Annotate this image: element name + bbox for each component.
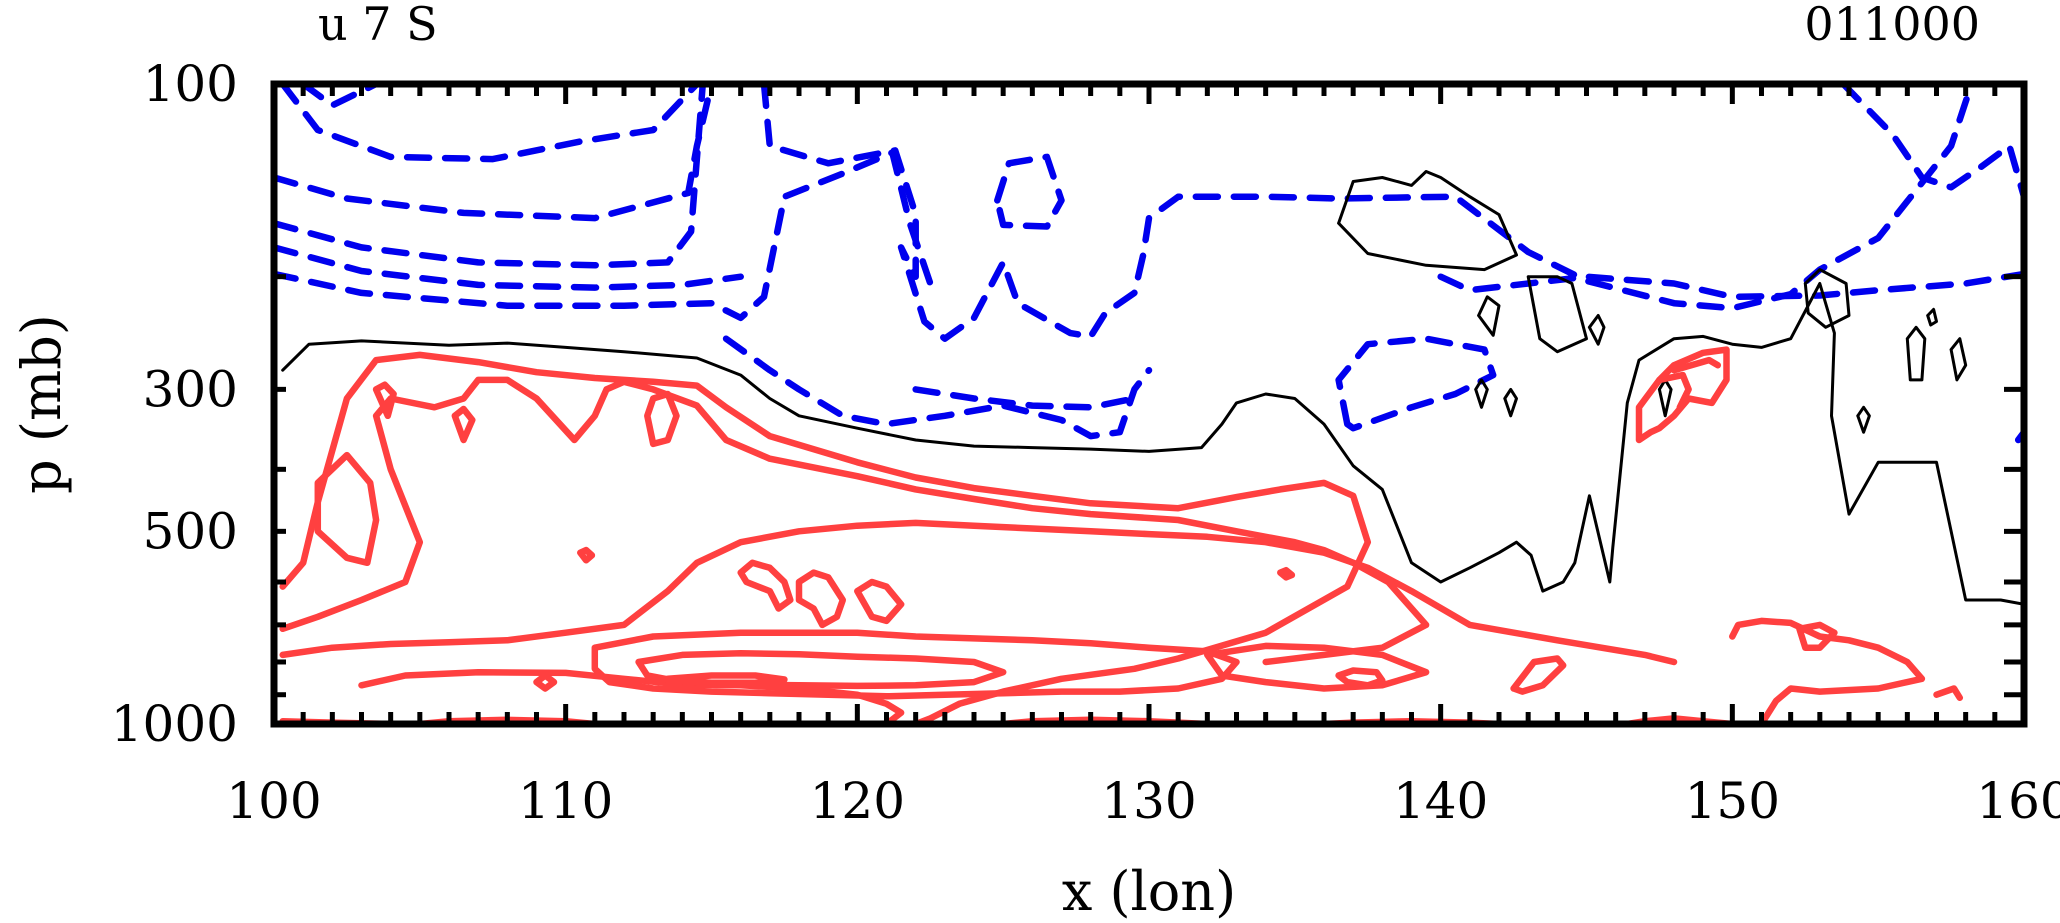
y-tick-label-500: 500	[143, 502, 238, 560]
title-left: u 7 S	[318, 0, 438, 51]
positive-contour-5	[644, 390, 680, 448]
plot-frame	[270, 80, 2028, 728]
x-tick-label-140: 140	[1393, 772, 1488, 830]
zero-contour-10	[1474, 378, 1489, 409]
negative-contour-3	[274, 244, 744, 291]
positive-contour-13	[591, 629, 1240, 700]
y-tick-label-100: 100	[143, 55, 238, 113]
zero-contour-0	[281, 282, 2024, 606]
negative-contour-1	[274, 84, 715, 222]
zero-contour-5	[1803, 268, 1851, 329]
positive-contour-9	[533, 672, 558, 692]
negative-contour-8	[1839, 84, 2024, 280]
positive-contour-0	[279, 351, 1372, 724]
zero-contour-8	[1926, 307, 1938, 327]
positive-contour-24	[1796, 621, 1838, 651]
positive-contour-7	[279, 519, 1678, 666]
positive-contour-19	[1510, 655, 1567, 695]
positive-contour-4	[451, 405, 476, 444]
positive-contour-2	[314, 451, 380, 567]
negative-contour-7	[1335, 335, 1497, 432]
zero-contour-9	[1503, 387, 1518, 418]
negative-contour-9	[1437, 270, 2024, 301]
tick-labels: 100 110 120 130 140 150 160 100 300 500 1000	[111, 55, 2060, 830]
positive-contour-6	[577, 546, 596, 564]
x-tick-label-150: 150	[1685, 772, 1780, 830]
zero-contour-6	[1905, 325, 1927, 382]
positive-contour-23	[1729, 617, 1926, 724]
x-tick-label-100: 100	[226, 772, 321, 830]
x-tick-label-110: 110	[518, 772, 613, 830]
negative-contour-12	[722, 335, 1153, 440]
x-tick-label-160: 160	[1976, 772, 2060, 830]
y-tick-label-300: 300	[143, 360, 238, 418]
negative-contour-0	[279, 84, 701, 163]
negative-contour-11	[912, 386, 1138, 411]
positive-contour-8	[358, 668, 905, 724]
negative-contour-5	[760, 84, 1975, 342]
positive-contour-3	[372, 381, 397, 420]
y-axis-label: p (mb)	[10, 314, 73, 494]
zero-contour-12	[1856, 405, 1871, 434]
title-right: 011000	[1804, 0, 1980, 51]
zero-contour-3	[1526, 275, 1588, 354]
y-tick-label-1000: 1000	[111, 695, 238, 753]
zero-contour-4	[1587, 314, 1606, 346]
positive-contour-17	[1335, 667, 1386, 689]
x-tick-label-130: 130	[1101, 772, 1196, 830]
positive-contour-16	[1204, 642, 1430, 692]
positive-contour-12	[854, 578, 905, 625]
zero-contour-2	[1477, 295, 1501, 337]
positive-contour-11	[795, 569, 847, 629]
positive-contour-21	[1656, 371, 1692, 411]
x-axis-label: x (lon)	[1062, 860, 1236, 923]
negative-contour-6	[994, 153, 1065, 230]
axis-ticks	[271, 81, 2027, 727]
contour-lines	[274, 84, 2024, 724]
positive-contour-25	[1933, 685, 1964, 702]
positive-contour-18	[1277, 566, 1296, 581]
positive-contour-10	[737, 559, 794, 612]
x-tick-label-120: 120	[810, 772, 905, 830]
zero-contour-7	[1949, 337, 1968, 382]
zero-contour-11	[1657, 378, 1673, 418]
positive-contour-15	[664, 672, 788, 686]
positive-contour-22	[1670, 356, 1722, 374]
zero-contour-1	[1337, 170, 1518, 272]
negative-contour-10	[299, 84, 380, 109]
negative-contour-4	[274, 149, 934, 322]
negative-contour-2	[274, 84, 707, 269]
